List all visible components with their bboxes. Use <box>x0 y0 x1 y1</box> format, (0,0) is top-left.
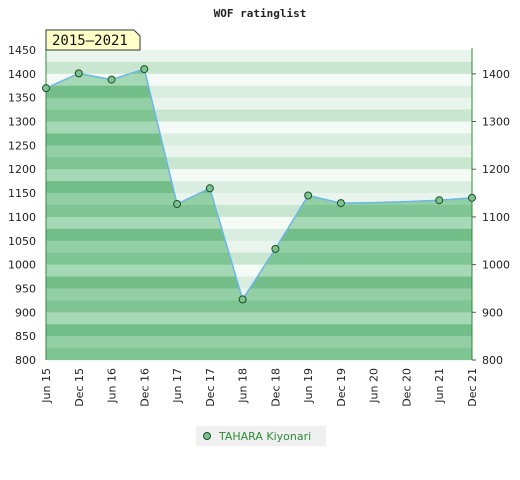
series-line <box>45 68 473 302</box>
y-tick-label-left: 1350 <box>8 92 36 105</box>
x-tick-label: Jun 15 <box>40 368 53 404</box>
y-tick-label-left: 900 <box>15 306 36 319</box>
x-tick-label: Dec 18 <box>269 368 282 407</box>
data-point[interactable] <box>205 184 214 193</box>
y-tick-label-left: 1100 <box>8 211 36 224</box>
y-tick-label-left: 850 <box>15 330 36 343</box>
y-tick-label-left: 1250 <box>8 139 36 152</box>
area-band <box>46 324 472 337</box>
x-tick-label: Dec 16 <box>138 368 151 407</box>
y-tick-label-right: 1000 <box>482 259 510 272</box>
data-point[interactable] <box>140 65 149 74</box>
legend-label: TAHARA Kiyonari <box>218 430 311 443</box>
background-band <box>46 50 472 63</box>
area-band <box>46 276 472 289</box>
area-band <box>46 336 472 349</box>
area-band <box>46 300 472 313</box>
axes <box>45 48 473 360</box>
legend[interactable]: TAHARA Kiyonari <box>196 426 326 446</box>
x-tick-label: Jun 21 <box>433 368 446 404</box>
x-tick-label: Jun 20 <box>368 368 381 404</box>
y-tick-label-right: 1300 <box>482 116 510 129</box>
y-axis-right: 800 900 1000 1100 1200 1300 1400 <box>472 68 510 367</box>
y-tick-label-left: 1200 <box>8 163 36 176</box>
data-point[interactable] <box>173 200 182 209</box>
y-tick-label-right: 900 <box>482 306 503 319</box>
period-badge: 2015–2021 <box>45 29 141 51</box>
x-tick-label: Dec 20 <box>400 368 413 407</box>
y-tick-label-left: 800 <box>15 354 36 367</box>
y-tick-label-left: 1450 <box>8 44 36 57</box>
x-axis: Jun 15 Dec 15 Jun 16 Dec 16 Jun 17 Dec 17 Jun … <box>40 368 479 407</box>
y-tick-label-left: 1300 <box>8 116 36 129</box>
area-band <box>46 348 472 361</box>
y-tick-label-left: 1000 <box>8 259 36 272</box>
data-point[interactable] <box>74 69 83 78</box>
background-band <box>46 61 472 75</box>
data-point[interactable] <box>336 199 345 208</box>
series-markers <box>42 65 476 304</box>
data-point[interactable] <box>238 295 247 304</box>
data-point[interactable] <box>271 244 280 253</box>
area-band <box>46 312 472 325</box>
y-tick-label-right: 1400 <box>482 68 510 81</box>
data-point[interactable] <box>435 196 444 205</box>
y-axis-left: 800 850 900 950 1000 1050 1100 1150 1200 1250 1300… <box>8 44 36 367</box>
y-tick-label-left: 1050 <box>8 235 36 248</box>
x-tick-label: Jun 17 <box>171 368 184 404</box>
y-tick-label-right: 800 <box>482 354 503 367</box>
data-point[interactable] <box>107 75 116 84</box>
y-tick-label-left: 950 <box>15 282 36 295</box>
data-point[interactable] <box>42 84 50 93</box>
x-tick-label: Dec 15 <box>73 368 86 407</box>
legend-marker <box>203 432 211 440</box>
data-point[interactable] <box>468 193 476 202</box>
area-band <box>46 288 472 301</box>
x-tick-label: Jun 19 <box>302 368 315 404</box>
y-tick-label-left: 1400 <box>8 68 36 81</box>
x-tick-label: Dec 21 <box>466 368 479 407</box>
chart-title: WOF ratinglist <box>214 7 307 20</box>
x-tick-label: Dec 17 <box>204 368 217 407</box>
background-band <box>46 85 472 98</box>
y-tick-label-right: 1200 <box>482 163 510 176</box>
y-tick-label-left: 1150 <box>8 187 36 200</box>
data-point[interactable] <box>304 191 313 200</box>
x-tick-label: Dec 19 <box>335 368 348 407</box>
x-tick-label: Jun 16 <box>106 368 119 404</box>
y-tick-label-right: 1100 <box>482 211 510 224</box>
period-badge-text: 2015–2021 <box>52 33 128 49</box>
background-band <box>46 73 472 87</box>
x-tick-label: Jun 18 <box>237 368 250 404</box>
